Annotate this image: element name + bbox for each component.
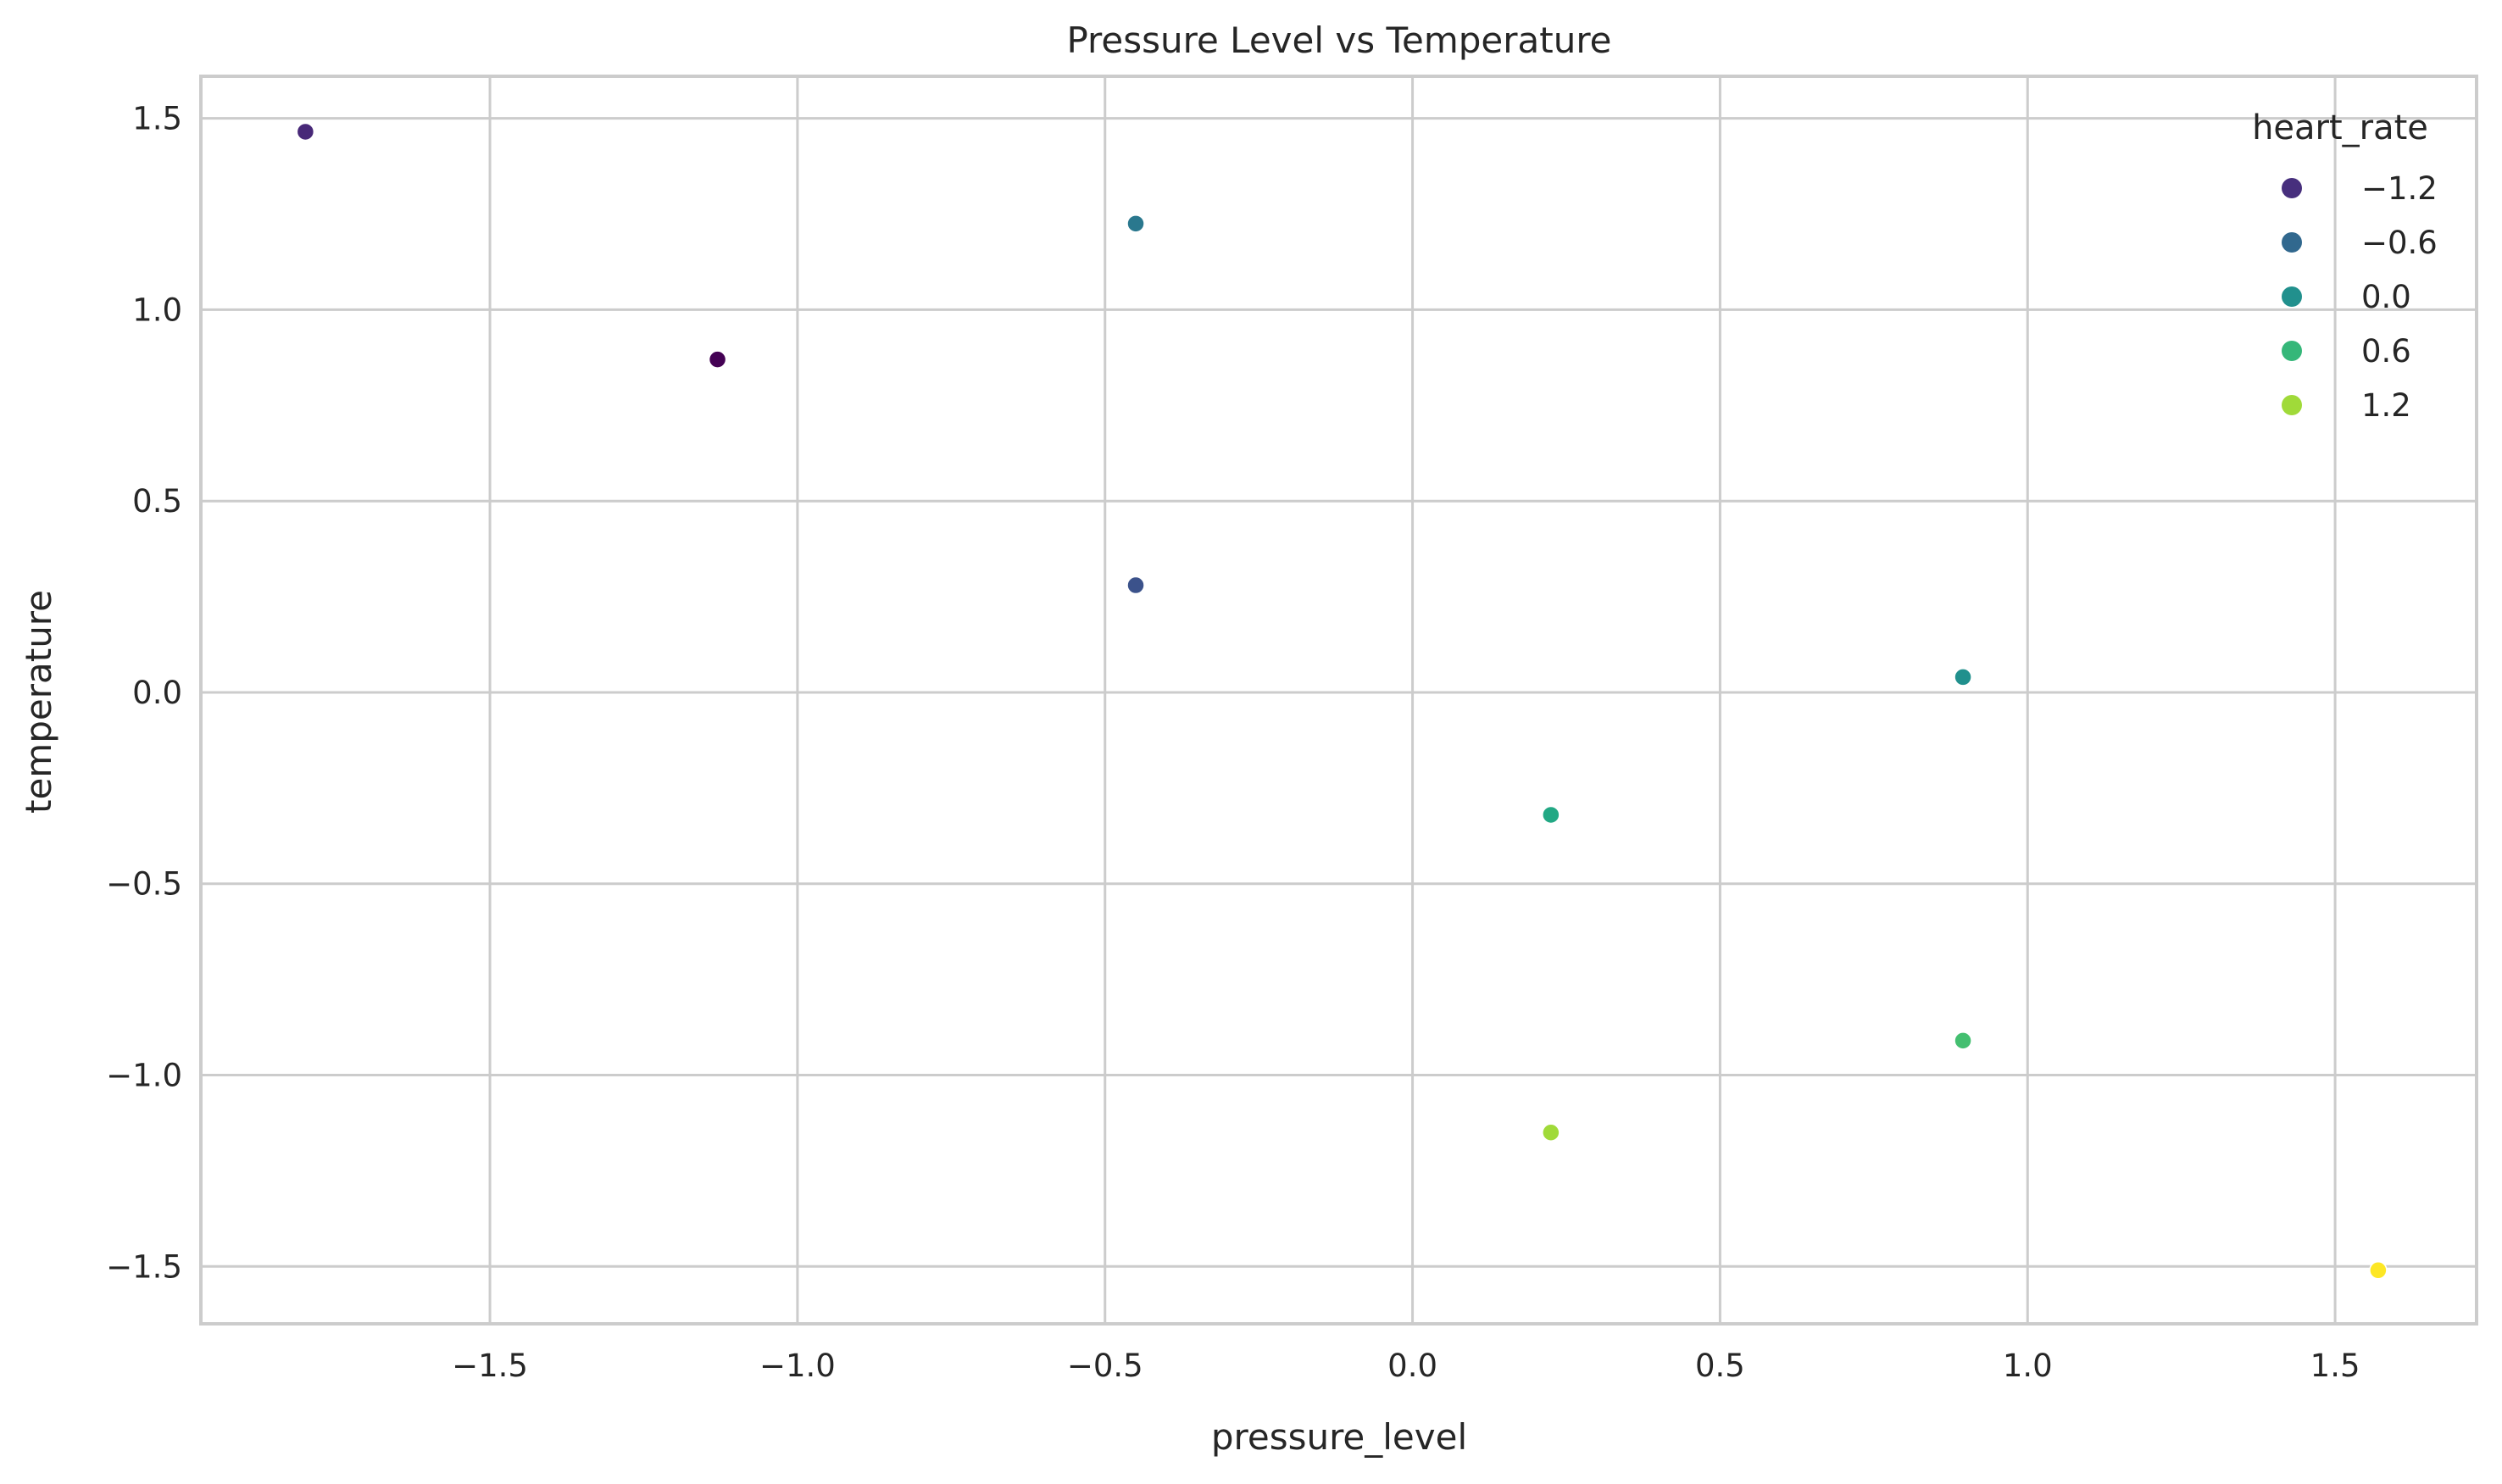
data-points [296,122,2388,1280]
data-point [1954,1031,1972,1050]
data-point [1542,805,1560,825]
legend-label: −1.2 [2361,170,2438,207]
legend: heart_rate −1.2 −0.6 0.0 0.6 1.2 [2252,108,2438,424]
y-tick-label: −0.5 [106,866,182,903]
data-point [1954,668,1972,686]
data-point [1126,575,1145,595]
y-tick-label: 1.5 [132,101,182,137]
x-tick-label: 0.5 [1695,1348,1745,1384]
legend-label: −0.6 [2361,225,2438,261]
y-tick-label: −1.0 [106,1058,182,1094]
x-tick-label: −1.0 [759,1348,836,1384]
legend-label: 0.0 [2361,279,2411,315]
legend-label: 0.6 [2361,333,2411,370]
y-tick-label: 0.0 [132,675,182,711]
y-axis-ticks: −1.5 −1.0 −0.5 0.0 0.5 1.0 1.5 [106,101,182,1286]
x-axis-label: pressure_level [1211,1416,1467,1458]
y-tick-label: 1.0 [132,292,182,328]
data-point [708,350,727,369]
y-tick-label: −1.5 [106,1248,182,1285]
legend-marker [2282,286,2302,307]
legend-marker [2282,395,2302,415]
data-point [2369,1261,2388,1280]
x-tick-label: −0.5 [1067,1348,1143,1384]
x-tick-label: −1.5 [452,1348,528,1384]
data-point [1126,214,1145,233]
x-tick-label: 1.0 [2003,1348,2053,1384]
data-point [1542,1123,1560,1142]
legend-label: 1.2 [2361,387,2411,424]
x-tick-label: 1.5 [2310,1348,2360,1384]
legend-title: heart_rate [2252,108,2428,147]
x-tick-label: 0.0 [1387,1348,1437,1384]
x-axis-ticks: −1.5 −1.0 −0.5 0.0 0.5 1.0 1.5 [452,1348,2360,1384]
grid [201,76,2477,1324]
y-axis-label: temperature [18,590,59,814]
chart-title: Pressure Level vs Temperature [1066,19,1611,61]
data-point [296,122,315,142]
legend-marker [2282,341,2302,361]
legend-marker [2282,178,2302,198]
legend-marker [2282,232,2302,253]
plot-frame [199,75,2478,1326]
y-tick-label: 0.5 [132,483,182,520]
